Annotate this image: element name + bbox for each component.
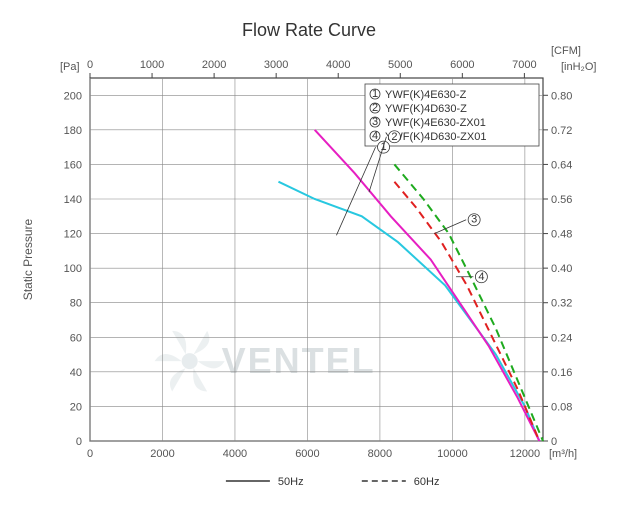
ytick-left: 100 [64, 263, 82, 275]
y-left-label: Static Pressure [21, 218, 35, 300]
xtick-top: 7000 [512, 59, 536, 71]
ytick-right: 0.08 [551, 401, 572, 413]
ytick-left: 200 [64, 90, 82, 102]
xtick-top: 5000 [388, 59, 412, 71]
ytick-right: 0.56 [551, 194, 572, 206]
y-right-unit: [inH₂O] [561, 61, 596, 73]
y-left-unit: [Pa] [60, 61, 80, 73]
ytick-left: 60 [70, 332, 82, 344]
ytick-right: 0.64 [551, 159, 572, 171]
xtick-top: 3000 [264, 59, 288, 71]
ytick-right: 0.80 [551, 90, 572, 102]
chart-title: Flow Rate Curve [242, 20, 376, 40]
watermark-fan [155, 331, 225, 392]
legend-badge-num: 4 [372, 130, 378, 142]
xtick-top: 6000 [450, 59, 474, 71]
xtick-bottom: 6000 [295, 448, 319, 460]
ytick-left: 120 [64, 229, 82, 241]
ytick-left: 160 [64, 159, 82, 171]
xtick-bottom: 10000 [437, 448, 468, 460]
callout-num: 3 [471, 214, 477, 226]
chart-svg: Flow Rate CurveVENTEL0204060801001201401… [0, 0, 618, 516]
ytick-left: 80 [70, 298, 82, 310]
ytick-left: 20 [70, 401, 82, 413]
series-line [278, 182, 539, 441]
ytick-right: 0.16 [551, 367, 572, 379]
xtick-bottom: 4000 [223, 448, 247, 460]
legend-series-name: YWF(K)4D630-Z [385, 103, 467, 115]
ytick-right: 0.40 [551, 263, 572, 275]
watermark-text: VENTEL [222, 340, 376, 381]
xtick-bottom: 12000 [510, 448, 541, 460]
freq-solid-label: 50Hz [278, 476, 304, 488]
ytick-left: 40 [70, 367, 82, 379]
x-bottom-unit: [m³/h] [549, 448, 577, 460]
series-line [394, 182, 539, 441]
xtick-top: 1000 [140, 59, 164, 71]
ytick-right: 0.48 [551, 229, 572, 241]
ytick-right: 0.24 [551, 332, 572, 344]
ytick-right: 0 [551, 436, 557, 448]
xtick-bottom: 8000 [368, 448, 392, 460]
ytick-right: 0.32 [551, 298, 572, 310]
xtick-bottom: 0 [87, 448, 93, 460]
ytick-left: 180 [64, 125, 82, 137]
legend-badge-num: 2 [372, 102, 378, 114]
legend-badge-num: 3 [372, 116, 378, 128]
callout-num: 2 [391, 131, 397, 143]
xtick-top: 0 [87, 59, 93, 71]
chart-container: Flow Rate CurveVENTEL0204060801001201401… [0, 0, 618, 516]
legend-series-name: YWF(K)4E630-ZX01 [385, 117, 486, 129]
legend-series-name: YWF(K)4E630-Z [385, 89, 467, 101]
ytick-right: 0.72 [551, 125, 572, 137]
xtick-top: 2000 [202, 59, 226, 71]
x-top-unit: [CFM] [551, 45, 581, 57]
legend-badge-num: 1 [372, 88, 378, 100]
series-line [315, 130, 540, 441]
ytick-left: 140 [64, 194, 82, 206]
xtick-bottom: 2000 [150, 448, 174, 460]
xtick-top: 4000 [326, 59, 350, 71]
freq-dash-label: 60Hz [414, 476, 440, 488]
ytick-left: 0 [76, 436, 82, 448]
callout-num: 4 [478, 271, 484, 283]
